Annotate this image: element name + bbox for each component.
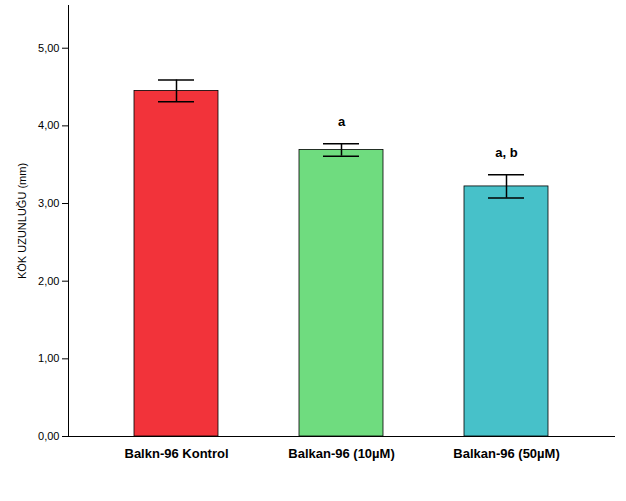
svg-text:Balkan-96 (50µM): Balkan-96 (50µM) — [453, 446, 559, 461]
svg-text:Balkn-96 Kontrol: Balkn-96 Kontrol — [124, 446, 228, 461]
svg-text:KÖK UZUNLUĞU (mm): KÖK UZUNLUĞU (mm) — [16, 163, 28, 279]
svg-text:2,00: 2,00 — [38, 275, 59, 287]
svg-text:4,00: 4,00 — [38, 119, 59, 131]
svg-text:a, b: a, b — [495, 145, 517, 160]
svg-text:0,00: 0,00 — [38, 430, 59, 442]
svg-text:5,00: 5,00 — [38, 42, 59, 54]
svg-text:1,00: 1,00 — [38, 352, 59, 364]
svg-text:3,00: 3,00 — [38, 197, 59, 209]
svg-text:Balkan-96 (10µM): Balkan-96 (10µM) — [288, 446, 394, 461]
svg-text:a: a — [338, 114, 346, 129]
